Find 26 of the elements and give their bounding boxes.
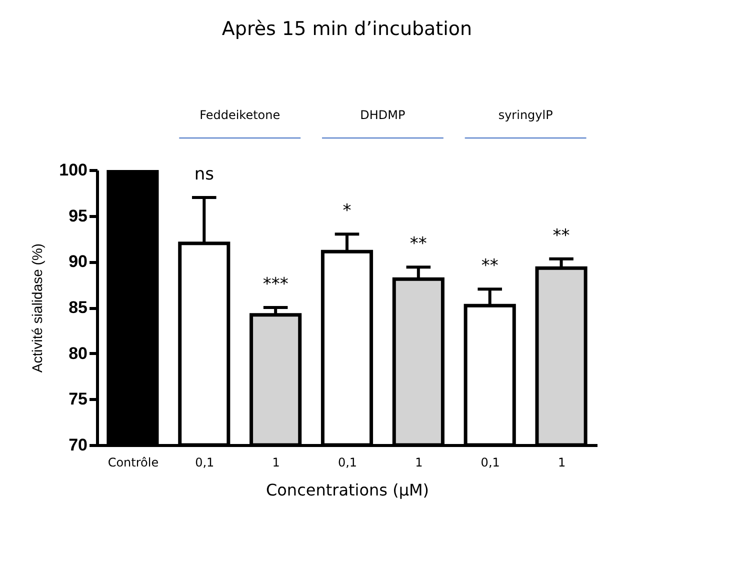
y-axis-title: Activité sialidase (%) — [29, 243, 46, 373]
y-tick-label: 100 — [59, 160, 88, 180]
x-tick-label: 0,1 — [480, 456, 500, 470]
annotation: ** — [552, 226, 570, 246]
annotation: ** — [410, 234, 427, 254]
text: Feddeiketone — [200, 108, 280, 122]
chart-title: Après 15 min d’incubation — [222, 18, 472, 40]
y-tick-label: 95 — [68, 206, 88, 226]
x-tick-label: Contrôle — [108, 456, 159, 470]
y-tick-label: 75 — [68, 390, 88, 409]
x-tick-label: 1 — [415, 456, 423, 470]
y-tick-label: 85 — [68, 298, 88, 317]
x-tick-label: 0,1 — [338, 456, 358, 470]
y-tick-label: 90 — [68, 252, 88, 272]
x-tick-label: 0,1 — [195, 456, 214, 470]
text: syringylP — [498, 108, 553, 122]
annotation: * — [342, 201, 352, 222]
annotation: ns — [194, 164, 214, 184]
annotation: *** — [262, 274, 288, 294]
y-tick-label: 70 — [68, 436, 88, 454]
annotation: ** — [481, 256, 498, 276]
text: DHDMP — [360, 108, 406, 122]
x-tick-label: 1 — [558, 456, 566, 470]
y-tick-label: 80 — [68, 344, 88, 363]
x-tick-label: 1 — [272, 456, 280, 470]
x-axis-title: Concentrations (µM) — [266, 480, 430, 500]
